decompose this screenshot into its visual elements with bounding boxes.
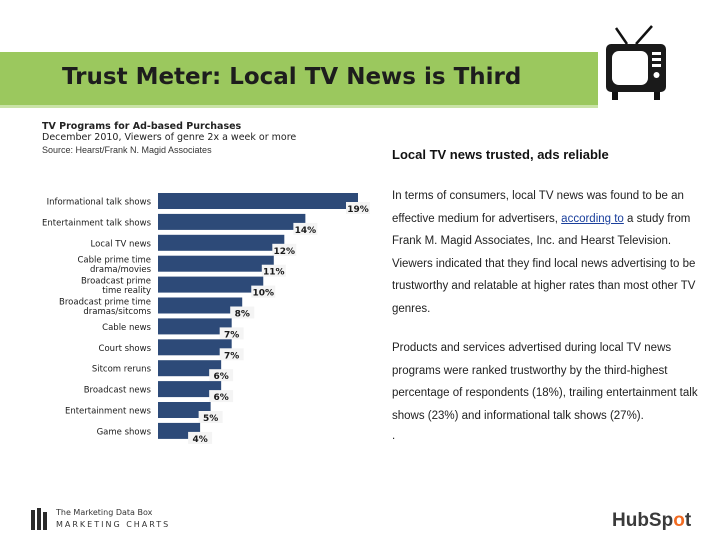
value-label-8: 6% bbox=[214, 372, 229, 382]
chart-subtitle: December 2010, Viewers of genre 2x a wee… bbox=[42, 132, 297, 143]
brand-line-2: MARKETING CHARTS bbox=[56, 520, 171, 529]
category-label-3-0: Cable prime time bbox=[78, 255, 152, 265]
slide-title: Trust Meter: Local TV News is Third bbox=[62, 64, 522, 90]
value-label-3: 11% bbox=[263, 268, 285, 278]
hubspot-text-a: HubSp bbox=[612, 510, 674, 531]
bar-6 bbox=[158, 318, 232, 335]
value-label-box-10 bbox=[198, 411, 223, 423]
bar-2 bbox=[158, 234, 285, 251]
value-label-5: 8% bbox=[235, 310, 250, 320]
tv-icon bbox=[600, 24, 672, 104]
category-label-2-0: Local TV news bbox=[91, 239, 152, 249]
category-label-10-0: Entertainment news bbox=[65, 407, 152, 417]
value-label-box-11 bbox=[188, 431, 213, 444]
bar-chart: 19% Informational talk shows 14% Entertainm… bbox=[42, 193, 370, 445]
value-label-10: 5% bbox=[203, 414, 218, 424]
bar-5 bbox=[158, 297, 243, 314]
bar-7 bbox=[158, 339, 232, 356]
hubspot-sprocket: o bbox=[673, 510, 685, 531]
category-label-4-1: time reality bbox=[102, 286, 151, 296]
value-label-box-8 bbox=[209, 369, 234, 382]
bar-8 bbox=[158, 360, 222, 377]
value-label-box-2 bbox=[272, 243, 297, 256]
bar-3 bbox=[158, 255, 274, 272]
category-label-5-1: dramas/sitcoms bbox=[83, 307, 151, 317]
brand-line-1: The Marketing Data Box bbox=[56, 508, 153, 517]
value-label-box-7 bbox=[219, 348, 244, 361]
value-label-box-6 bbox=[219, 327, 244, 340]
sidebar-paragraph-2: Products and services advertised during … bbox=[392, 342, 698, 422]
marketing-charts-logo: The Marketing Data Box MARKETING CHARTS bbox=[30, 508, 170, 532]
value-label-6: 7% bbox=[224, 330, 239, 340]
bar-9 bbox=[158, 381, 222, 398]
hubspot-logo: HubSpot bbox=[612, 510, 691, 532]
category-label-7-0: Court shows bbox=[99, 344, 152, 354]
sidebar-paragraph-1: In terms of consumers, local TV news was… bbox=[392, 185, 714, 320]
value-label-9: 6% bbox=[214, 393, 229, 403]
value-label-4: 10% bbox=[252, 289, 274, 299]
category-label-1-0: Entertainment talk shows bbox=[42, 218, 152, 228]
category-label-3-1: drama/movies bbox=[90, 265, 152, 275]
value-label-7: 7% bbox=[224, 351, 239, 361]
category-label-6-0: Cable news bbox=[102, 323, 151, 333]
according-to-link[interactable]: according to bbox=[561, 212, 624, 225]
value-label-box-1 bbox=[293, 222, 318, 235]
category-label-11-0: Game shows bbox=[97, 427, 152, 437]
sidebar-paragraph-3: . bbox=[392, 430, 396, 442]
bar-1 bbox=[158, 213, 306, 230]
bar-chart-logo-icon bbox=[31, 508, 47, 530]
value-label-1: 14% bbox=[295, 226, 317, 236]
bar-0 bbox=[158, 193, 358, 209]
chart-source: Source: Hearst/Frank N. Magid Associates bbox=[42, 145, 212, 155]
sidebar-heading: Local TV news trusted, ads reliable bbox=[392, 147, 609, 162]
value-label-0: 19% bbox=[347, 205, 369, 215]
value-label-2: 12% bbox=[274, 247, 296, 257]
hubspot-text-c: t bbox=[684, 510, 692, 531]
bar-10 bbox=[158, 402, 211, 418]
value-label-box-9 bbox=[209, 390, 234, 403]
category-label-5-0: Broadcast prime time bbox=[59, 297, 151, 307]
value-label-box-3 bbox=[261, 264, 286, 277]
value-label-box-4 bbox=[251, 285, 276, 298]
category-label-4-0: Broadcast prime bbox=[81, 276, 151, 286]
bar-4 bbox=[158, 276, 264, 293]
sidebar-paragraph-1-start: In terms of consumers, local TV news was… bbox=[392, 190, 684, 225]
header-strip bbox=[0, 105, 598, 108]
value-label-box-5 bbox=[230, 306, 255, 319]
chart-title: TV Programs for Ad-based Purchases bbox=[42, 121, 242, 132]
category-label-9-0: Broadcast news bbox=[84, 386, 152, 396]
sidebar-paragraph-1-end: a study from Frank M. Magid Associates, … bbox=[392, 212, 696, 315]
header-band bbox=[0, 52, 598, 105]
value-label-box-0 bbox=[346, 202, 370, 214]
category-label-8-0: Sitcom reruns bbox=[92, 365, 152, 375]
category-label-0-0: Informational talk shows bbox=[47, 198, 152, 208]
value-label-11: 4% bbox=[192, 435, 207, 445]
